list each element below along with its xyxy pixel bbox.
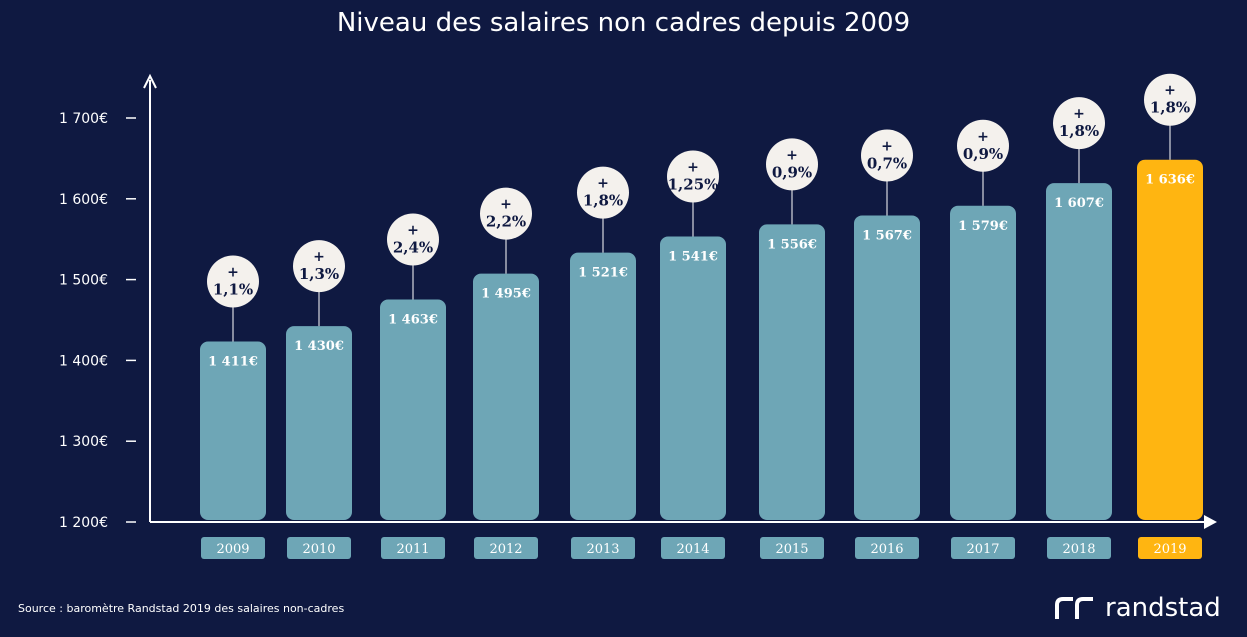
randstad-logo-icon bbox=[1055, 597, 1093, 619]
y-tick-label: 1 600€ bbox=[59, 192, 108, 208]
bar bbox=[854, 215, 920, 521]
growth-bubble bbox=[766, 138, 818, 191]
x-label-box bbox=[474, 537, 538, 559]
x-tick-label: 2009 bbox=[216, 542, 249, 557]
bar-value-label: 1 579€ bbox=[958, 219, 1008, 234]
bar bbox=[286, 326, 352, 520]
growth-bubble bbox=[667, 150, 719, 203]
growth-bubble bbox=[480, 187, 532, 240]
x-tick-label: 2016 bbox=[870, 542, 903, 557]
growth-plus-sign: + bbox=[500, 197, 512, 213]
growth-label: 0,7% bbox=[867, 154, 907, 172]
x-axis-arrow bbox=[1204, 515, 1217, 529]
x-tick-label: 2013 bbox=[586, 542, 619, 557]
y-tick-label: 1 400€ bbox=[59, 353, 108, 369]
chart-axes bbox=[143, 73, 1217, 529]
x-label-box bbox=[661, 537, 725, 559]
bar-value-label: 1 541€ bbox=[668, 249, 718, 264]
growth-bubble bbox=[207, 255, 259, 308]
x-tick-label: 2018 bbox=[1062, 542, 1095, 557]
growth-plus-sign: + bbox=[881, 138, 893, 154]
bars bbox=[200, 159, 1203, 521]
bar-value-label: 1 636€ bbox=[1145, 173, 1195, 188]
y-tick-label: 1 500€ bbox=[59, 273, 108, 289]
growth-label: 1,8% bbox=[1150, 99, 1190, 117]
y-tick-label: 1 200€ bbox=[59, 515, 108, 531]
bar bbox=[380, 299, 446, 520]
growth-bubble bbox=[1053, 97, 1105, 150]
bar-value-label: 1 521€ bbox=[578, 266, 628, 281]
growth-plus-sign: + bbox=[597, 176, 609, 192]
bar bbox=[950, 205, 1016, 520]
x-tick-label: 2011 bbox=[396, 542, 429, 557]
x-label-box bbox=[855, 537, 919, 559]
growth-plus-sign: + bbox=[1073, 106, 1085, 122]
growth-plus-sign: + bbox=[313, 249, 325, 265]
bar-value-label: 1 567€ bbox=[862, 228, 912, 243]
growth-label: 0,9% bbox=[963, 145, 1003, 163]
x-axis-labels: 2009 2010 2011 2012 2013 2014 2015 2016 2017 2018… bbox=[201, 537, 1202, 559]
growth-plus-sign: + bbox=[977, 129, 989, 145]
bar bbox=[1137, 159, 1203, 520]
bar bbox=[660, 236, 726, 521]
y-tick-label: 1 300€ bbox=[59, 434, 108, 450]
bar bbox=[200, 341, 266, 520]
bar-value-label: 1 411€ bbox=[208, 355, 258, 370]
value-labels: 1 411€ 1 430€ 1 463€ 1 495€ 1 521€ 1 541€ 1 55… bbox=[208, 173, 1195, 370]
x-tick-label: 2015 bbox=[775, 542, 808, 557]
bar bbox=[473, 273, 539, 520]
x-tick-label: 2014 bbox=[676, 542, 709, 557]
growth-plus-sign: + bbox=[786, 147, 798, 163]
y-tick-label: 1 700€ bbox=[59, 111, 108, 127]
growth-label: 1,3% bbox=[299, 265, 339, 283]
x-label-box bbox=[1138, 537, 1202, 559]
x-tick-label: 2019 bbox=[1153, 542, 1186, 557]
y-axis-arrow bbox=[143, 73, 157, 89]
growth-plus-sign: + bbox=[227, 265, 239, 281]
x-label-box bbox=[287, 537, 351, 559]
growth-label: 2,4% bbox=[393, 238, 433, 256]
y-axis-ticks: 1 200€ 1 300€ 1 400€ 1 500€ 1 600€ 1 700€ bbox=[59, 111, 136, 531]
bar-value-label: 1 430€ bbox=[294, 339, 344, 354]
growth-plus-sign: + bbox=[687, 159, 699, 175]
growth-bubble bbox=[387, 213, 439, 266]
bar-value-label: 1 556€ bbox=[767, 237, 817, 252]
growth-plus-sign: + bbox=[1164, 83, 1176, 99]
growth-bubble bbox=[861, 129, 913, 182]
randstad-logo: randstad bbox=[1055, 593, 1221, 623]
growth-label: 1,8% bbox=[1059, 122, 1099, 140]
growth-bubble bbox=[577, 166, 629, 219]
bar bbox=[570, 252, 636, 520]
x-label-box bbox=[951, 537, 1015, 559]
source-note: Source : baromètre Randstad 2019 des sal… bbox=[18, 602, 345, 615]
bar-value-label: 1 495€ bbox=[481, 287, 531, 302]
x-label-box bbox=[1047, 537, 1111, 559]
x-label-box bbox=[760, 537, 824, 559]
growth-bubble bbox=[293, 240, 345, 293]
x-tick-label: 2010 bbox=[302, 542, 335, 557]
growth-bubble bbox=[957, 119, 1009, 172]
x-label-box bbox=[571, 537, 635, 559]
growth-label: 0,9% bbox=[772, 163, 812, 181]
bar bbox=[759, 224, 825, 521]
x-label-box bbox=[381, 537, 445, 559]
growth-plus-sign: + bbox=[407, 222, 419, 238]
growth-label: 1,1% bbox=[213, 281, 253, 299]
bar bbox=[1046, 183, 1112, 521]
growth-label: 1,25% bbox=[668, 175, 719, 193]
x-label-box bbox=[201, 537, 265, 559]
bar-value-label: 1 607€ bbox=[1054, 196, 1104, 211]
growth-bubble bbox=[1144, 73, 1196, 126]
x-tick-label: 2017 bbox=[966, 542, 999, 557]
growth-label: 2,2% bbox=[486, 213, 526, 231]
chart-title: Niveau des salaires non cadres depuis 20… bbox=[336, 8, 911, 38]
brand-name: randstad bbox=[1105, 593, 1221, 623]
x-tick-label: 2012 bbox=[489, 542, 522, 557]
growth-label: 1,8% bbox=[583, 192, 623, 210]
growth-bubbles: +1,1%+1,3%+2,4%+2,2%+1,8%+1,25%+0,9%+0,7… bbox=[207, 73, 1196, 342]
bar-value-label: 1 463€ bbox=[388, 312, 438, 327]
